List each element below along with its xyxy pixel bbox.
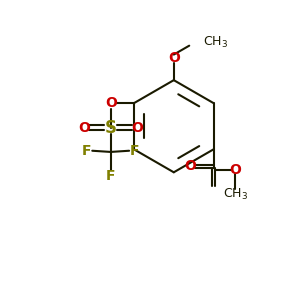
Text: CH$_3$: CH$_3$ bbox=[202, 34, 228, 50]
Text: CH$_3$: CH$_3$ bbox=[223, 187, 247, 202]
Text: S: S bbox=[105, 118, 117, 136]
Text: O: O bbox=[131, 121, 143, 135]
Text: F: F bbox=[130, 144, 139, 158]
Text: O: O bbox=[184, 160, 196, 173]
Text: O: O bbox=[79, 121, 91, 135]
Text: O: O bbox=[105, 96, 117, 110]
Text: F: F bbox=[106, 169, 116, 183]
Text: O: O bbox=[229, 163, 241, 177]
Text: O: O bbox=[168, 51, 180, 64]
Text: F: F bbox=[82, 144, 92, 158]
